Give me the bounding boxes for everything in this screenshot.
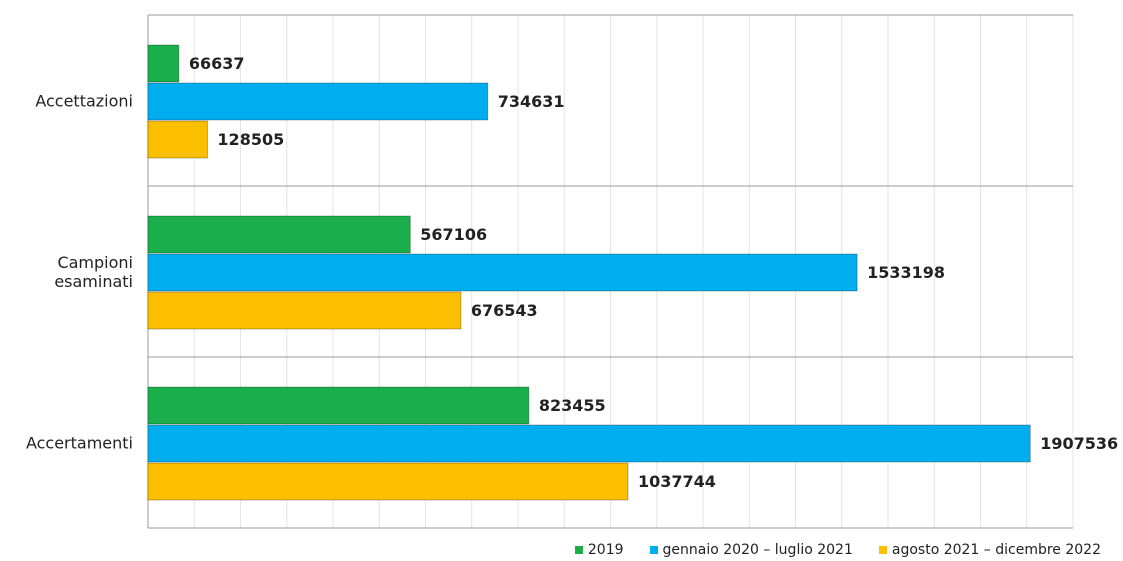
bar [147, 44, 180, 83]
category-label: Accertamenti [25, 433, 133, 452]
value-label: 676543 [471, 301, 538, 320]
legend-item: agosto 2021 – dicembre 2022 [878, 542, 1101, 558]
bar [147, 424, 1031, 463]
value-label: 1533198 [867, 263, 945, 282]
legend-item: gennaio 2020 – luglio 2021 [649, 542, 853, 558]
legend: 2019 gennaio 2020 – luglio 2021 agosto 202… [574, 542, 1101, 558]
category-label: Accettazioni [35, 91, 133, 110]
value-label: 128505 [217, 130, 284, 149]
value-label: 567106 [420, 225, 487, 244]
value-label: 66637 [189, 54, 245, 73]
legend-label: 2019 [587, 542, 624, 558]
legend-item: 2019 [574, 542, 624, 558]
legend-swatch [878, 546, 887, 554]
bar [147, 291, 462, 330]
bar [147, 253, 858, 292]
value-label: 1037744 [638, 472, 716, 491]
value-label: 734631 [498, 92, 565, 111]
legend-label: agosto 2021 – dicembre 2022 [891, 542, 1101, 558]
bar [147, 386, 530, 425]
value-label: 823455 [539, 396, 606, 415]
value-label: 1907536 [1040, 434, 1118, 453]
bar [147, 215, 411, 254]
bar [147, 82, 489, 121]
category-label: Campioni esaminati [54, 252, 133, 291]
legend-swatch [649, 546, 658, 554]
bar [147, 120, 208, 159]
bar [147, 462, 629, 501]
legend-swatch [574, 546, 583, 554]
legend-label: gennaio 2020 – luglio 2021 [662, 542, 853, 558]
